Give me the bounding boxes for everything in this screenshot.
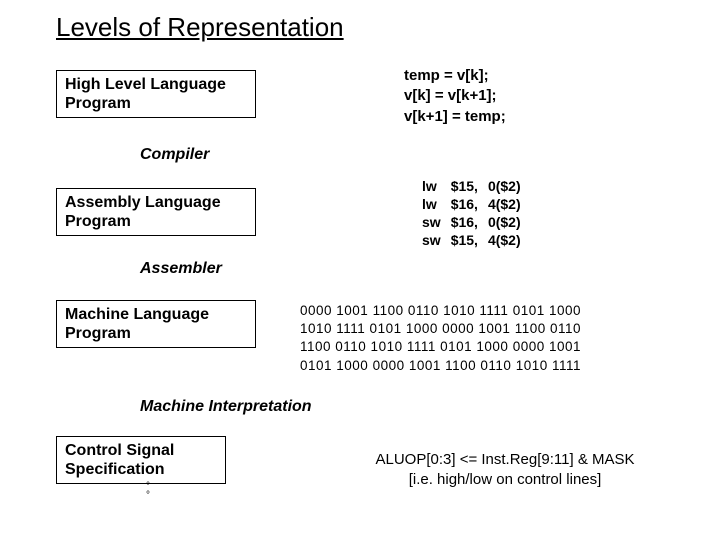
ctrl-box: Control Signal Specification xyxy=(56,436,226,484)
asm-cell: $15, xyxy=(451,178,488,196)
stage-assembler: Assembler xyxy=(140,260,222,278)
hll-line2: Program xyxy=(65,94,247,113)
asm-cell: sw xyxy=(422,214,451,232)
hll-box: High Level Language Program xyxy=(56,70,256,118)
asm-cell: $16, xyxy=(451,214,488,232)
hll-code: temp = v[k]; v[k] = v[k+1]; v[k+1] = tem… xyxy=(404,66,506,127)
asm-cell: $15, xyxy=(451,232,488,250)
stage-compiler: Compiler xyxy=(140,146,209,164)
asm-code-table: lw$15,0($2)lw$16,4($2)sw$16,0($2)sw$15,4… xyxy=(422,178,531,250)
asm-line2: Program xyxy=(65,212,247,231)
page-title: Levels of Representation xyxy=(56,12,344,43)
ml-box: Machine Language Program xyxy=(56,300,256,348)
control-signal-spec: ALUOP[0:3] <= Inst.Reg[9:11] & MASK [i.e… xyxy=(340,450,670,491)
asm-line1: Assembly Language xyxy=(65,193,247,212)
asm-cell: lw xyxy=(422,196,451,214)
stage-machine-interpretation: Machine Interpretation xyxy=(140,398,312,416)
binary-code: 0000 1001 1100 0110 1010 1111 0101 1000 … xyxy=(300,302,581,375)
asm-cell: 0($2) xyxy=(488,214,531,232)
ctrl-line2: Specification xyxy=(65,460,217,479)
ml-line2: Program xyxy=(65,324,247,343)
asm-cell: 0($2) xyxy=(488,178,531,196)
asm-cell: $16, xyxy=(451,196,488,214)
asm-cell: sw xyxy=(422,232,451,250)
ellipsis-dots: °° xyxy=(146,482,150,500)
asm-cell: lw xyxy=(422,178,451,196)
ml-line1: Machine Language xyxy=(65,305,247,324)
asm-row: lw$15,0($2) xyxy=(422,178,531,196)
asm-cell: 4($2) xyxy=(488,196,531,214)
aluop-line2: [i.e. high/low on control lines] xyxy=(340,470,670,490)
ctrl-line1: Control Signal xyxy=(65,441,217,460)
hll-line1: High Level Language xyxy=(65,75,247,94)
aluop-line1: ALUOP[0:3] <= Inst.Reg[9:11] & MASK xyxy=(340,450,670,470)
asm-row: lw$16,4($2) xyxy=(422,196,531,214)
asm-cell: 4($2) xyxy=(488,232,531,250)
asm-row: sw$15,4($2) xyxy=(422,232,531,250)
asm-box: Assembly Language Program xyxy=(56,188,256,236)
asm-row: sw$16,0($2) xyxy=(422,214,531,232)
